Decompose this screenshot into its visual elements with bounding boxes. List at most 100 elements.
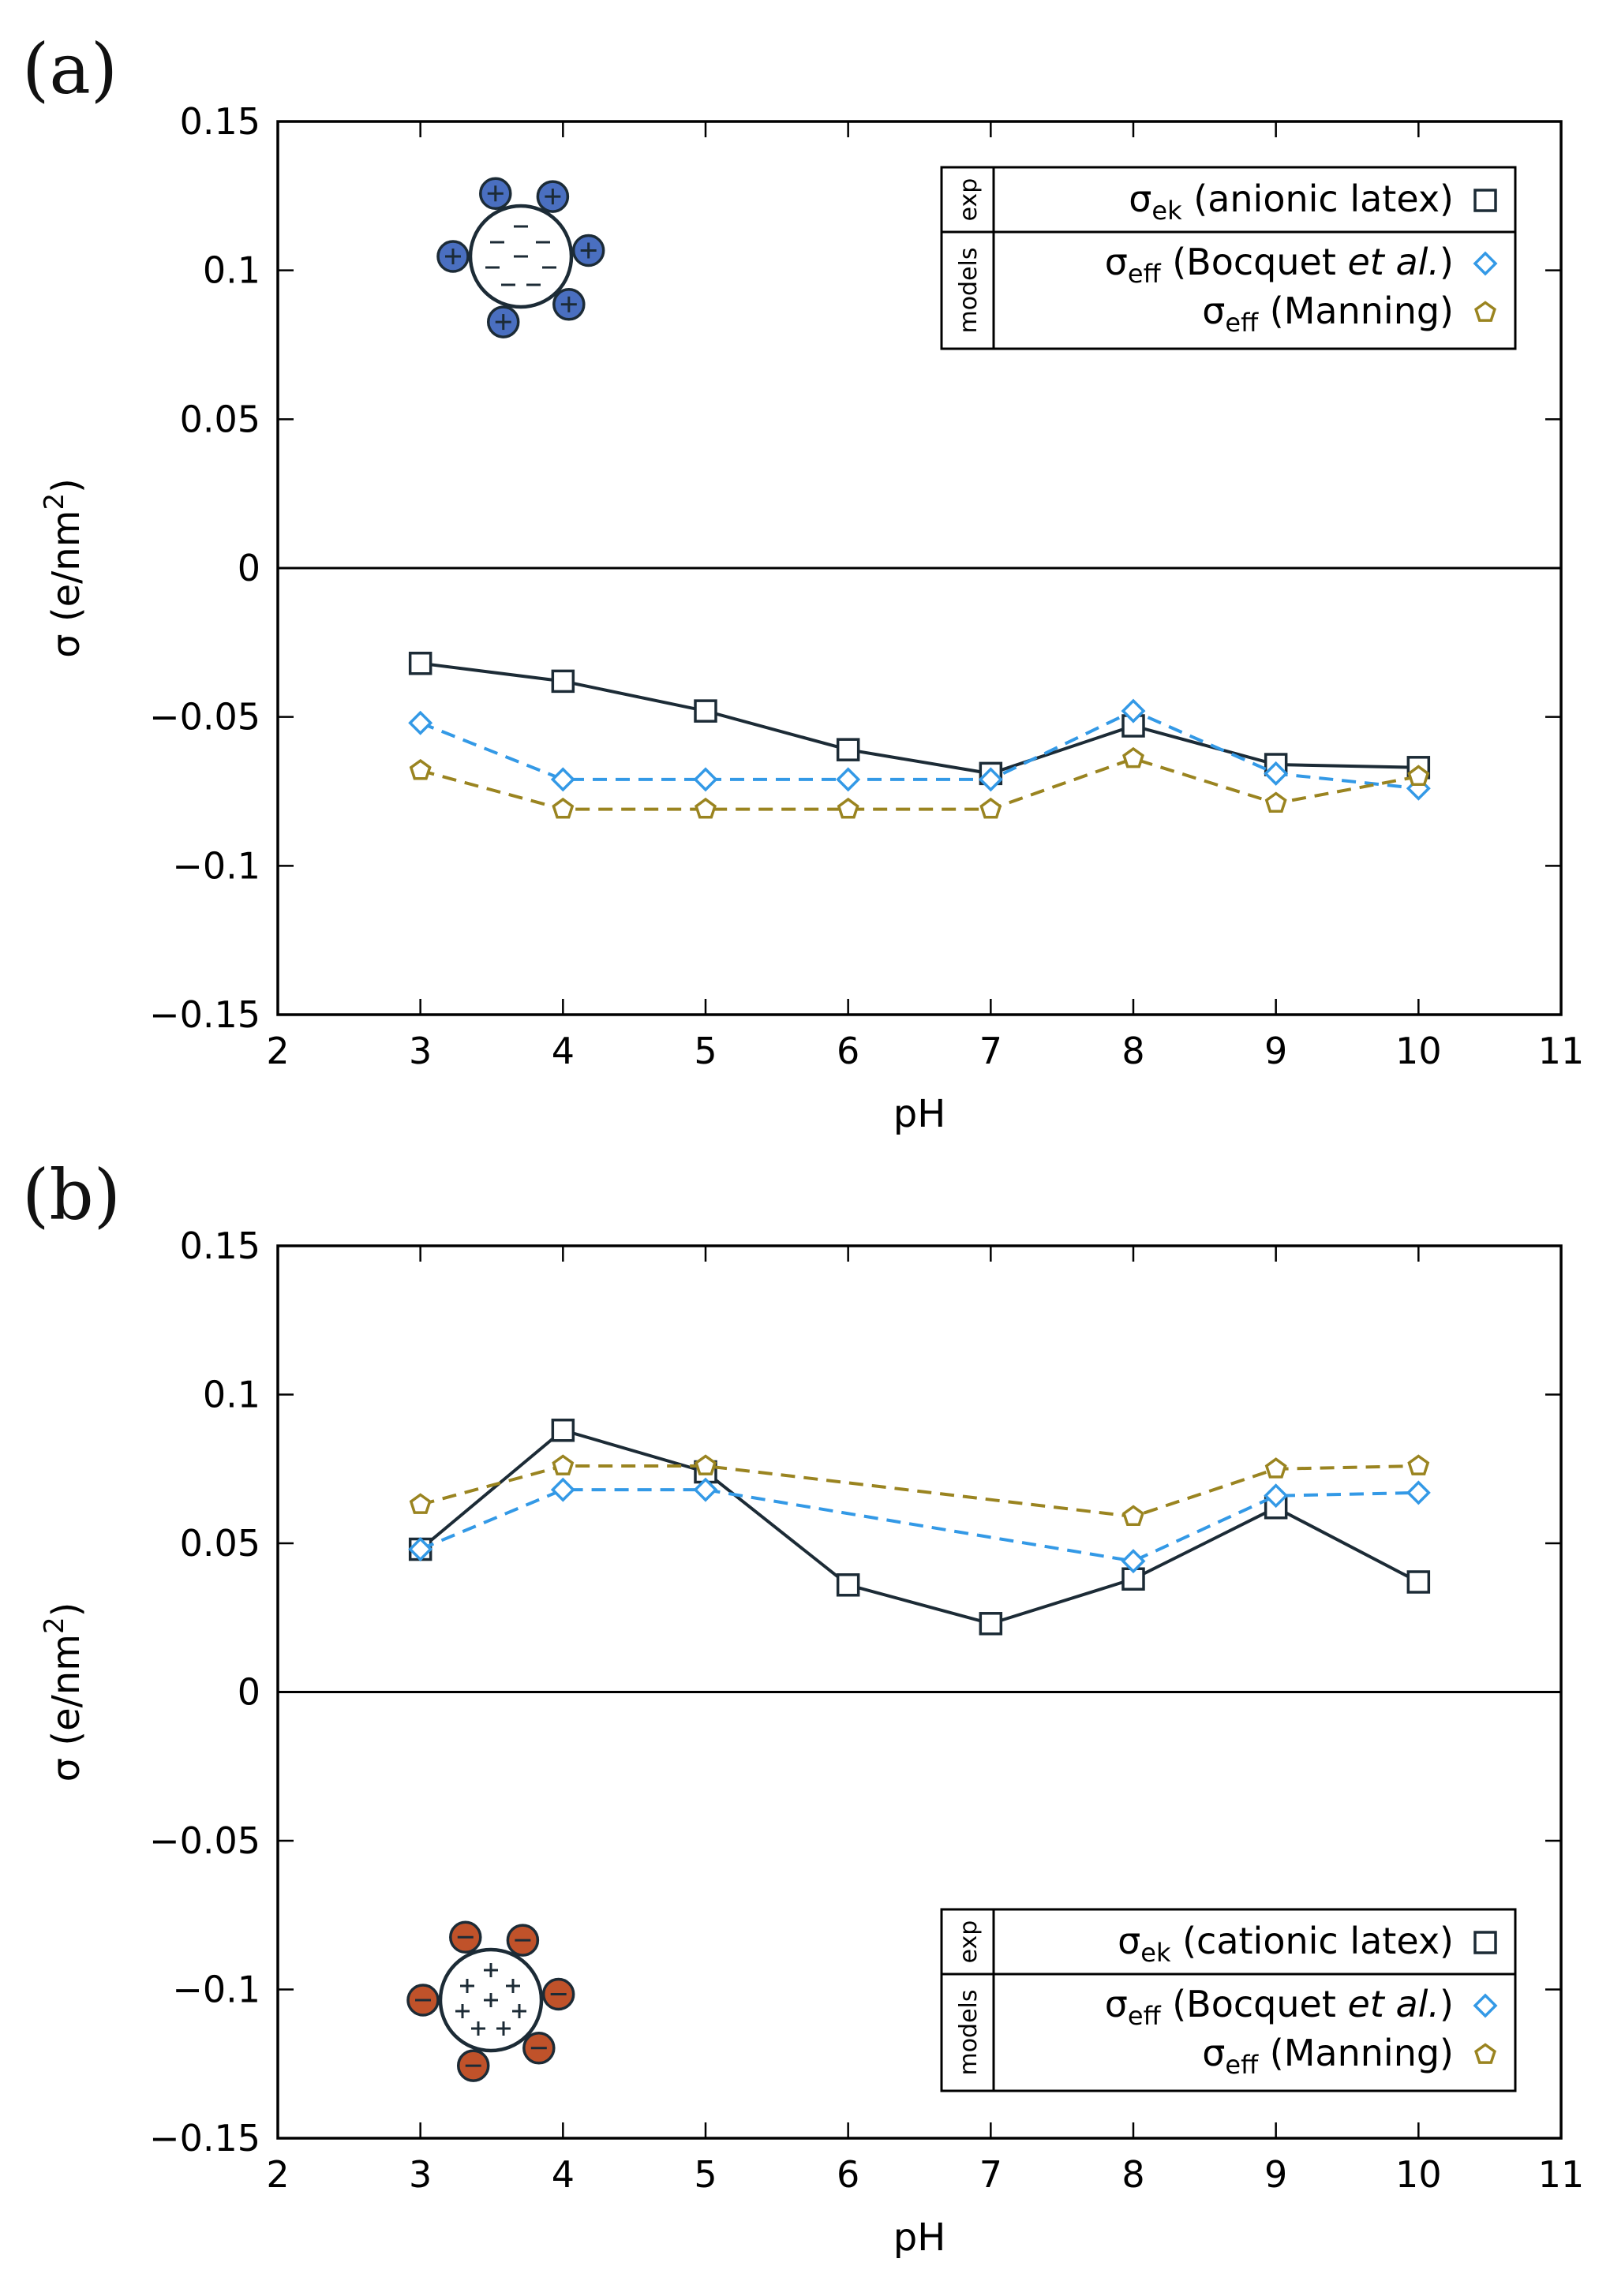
legend-marker	[1473, 1931, 1497, 1954]
x-tick-label: 2	[266, 2153, 289, 2196]
counterion-negative	[406, 1984, 440, 2017]
series-diamond	[408, 698, 1431, 801]
x-tick-label: 6	[837, 1030, 859, 1072]
x-tick-label: 4	[552, 2153, 575, 2196]
series-line	[420, 757, 1419, 811]
y-tick-label: 0.05	[180, 1522, 260, 1565]
y-tick-label: 0.1	[203, 1374, 260, 1416]
data-point	[695, 797, 717, 819]
data-point	[408, 651, 432, 675]
data-point	[837, 797, 859, 819]
y-axis-label-sup: 2	[39, 493, 70, 510]
legend-text: (anionic latex)	[1182, 178, 1454, 220]
series-diamond	[408, 1477, 1431, 1574]
y-tick-label: −0.05	[149, 696, 260, 739]
x-tick-label: 10	[1395, 2153, 1442, 2196]
legend-sym: σ	[1202, 2032, 1225, 2074]
y-tick-label: −0.1	[172, 1969, 260, 2011]
y-tick-label: 0.15	[180, 1225, 260, 1267]
data-point	[693, 1477, 718, 1502]
legend-entry-label: σek (cationic latex)	[1118, 1920, 1454, 1968]
legend-sub: eff	[1225, 2050, 1259, 2080]
counterion-positive	[536, 180, 570, 213]
data-point	[1121, 1549, 1146, 1574]
legend-after: )	[1440, 1983, 1454, 2025]
legend-marker	[1473, 1993, 1498, 2018]
data-point	[551, 1418, 575, 1442]
legend-sub: eff	[1128, 259, 1162, 289]
counterion-negative	[541, 1977, 575, 2011]
legend-entry-label: σeff (Bocquet et al.)	[1105, 241, 1454, 289]
y-axis-label-close: )	[44, 478, 88, 493]
counterion-negative	[456, 2049, 490, 2082]
x-tick-label: 5	[694, 2153, 717, 2196]
legend-box	[940, 1908, 1517, 2092]
plot-frame	[276, 120, 1563, 1016]
series-line	[419, 709, 1419, 791]
y-tick-label: −0.15	[149, 2117, 260, 2160]
data-point	[836, 1573, 860, 1597]
legend-marker	[1473, 251, 1498, 276]
data-point	[693, 767, 718, 792]
data-point	[1264, 761, 1289, 786]
data-point	[550, 1477, 575, 1502]
data-point	[550, 767, 575, 792]
series-line	[420, 661, 1419, 776]
x-tick-label: 7	[979, 2153, 1002, 2196]
x-tick-label: 3	[409, 1030, 432, 1072]
legend-text: (Bocquet	[1161, 1983, 1348, 2025]
data-point	[979, 797, 1002, 819]
legend-sub: ek	[1140, 1938, 1171, 1968]
panel-a: (a) 2 3 4 5 6 7 8 9 10 11 −0.15 −0.1 −0.05 0 0.05 0.1 0.1…	[22, 28, 1584, 1136]
y-axis-label-close: )	[44, 1602, 88, 1617]
legend-after: )	[1440, 241, 1454, 283]
counterion-positive	[486, 305, 520, 338]
legend-sub: eff	[1225, 308, 1259, 338]
y-axis-label-main: σ (e/nm	[44, 1634, 88, 1782]
x-tick-label: 10	[1395, 1030, 1442, 1072]
legend-text: (Manning)	[1258, 2032, 1454, 2074]
legend-marker	[1474, 2043, 1496, 2064]
data-point	[409, 758, 432, 780]
y-tick-label: 0	[238, 547, 260, 589]
counterion-positive	[479, 177, 512, 211]
y-tick-label: 0.15	[180, 100, 260, 143]
legend-sym: σ	[1202, 290, 1225, 332]
legend-text: (Bocquet	[1161, 241, 1348, 283]
data-point	[1406, 1480, 1431, 1505]
legend-group-exp: exp	[955, 178, 983, 222]
data-point	[1264, 1457, 1287, 1479]
legend-group-models: models	[955, 1989, 983, 2075]
legend-entry-label: σek (anionic latex)	[1129, 178, 1454, 226]
data-point	[1122, 746, 1144, 768]
x-tick-label: 8	[1121, 2153, 1144, 2196]
legend-italic: et al.	[1347, 241, 1440, 283]
data-point	[836, 767, 861, 792]
data-point	[836, 738, 860, 761]
legend-text: (cationic latex)	[1170, 1920, 1454, 1962]
x-tick-label: 6	[837, 2153, 859, 2196]
x-tick-label: 5	[694, 1030, 717, 1072]
legend-sub: ek	[1151, 196, 1182, 226]
series-line	[420, 1464, 1419, 1519]
particle-inset	[436, 177, 605, 338]
data-point	[1407, 765, 1430, 786]
data-point	[1407, 1454, 1430, 1475]
data-point	[1122, 1505, 1144, 1526]
data-point	[694, 699, 717, 723]
legend-sym: σ	[1105, 1983, 1128, 2025]
panel-label: (b)	[22, 1154, 121, 1236]
data-point	[408, 1537, 433, 1562]
x-axis-label: pH	[893, 1092, 946, 1136]
series-line	[419, 1488, 1419, 1563]
data-point	[408, 710, 433, 735]
series-pentagon	[409, 1454, 1430, 1526]
legend-sym: σ	[1118, 1920, 1140, 1962]
y-tick-label: 0.05	[180, 398, 260, 440]
data-point	[409, 1493, 432, 1514]
legend-marker	[1474, 301, 1496, 322]
y-tick-label: −0.1	[172, 844, 260, 887]
y-axis-label-sup: 2	[39, 1617, 70, 1634]
